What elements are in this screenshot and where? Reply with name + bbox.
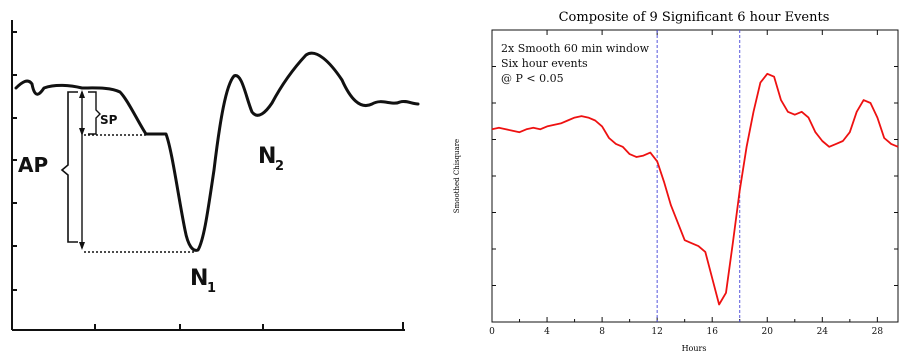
n1-subscript: 1 [207, 281, 216, 296]
x-tick-label-7: 28 [872, 327, 884, 337]
n2-subscript: 2 [275, 159, 284, 174]
x-tick-label-1: 4 [544, 327, 550, 337]
n2-label: N [258, 144, 276, 169]
series-group [491, 72, 899, 306]
x-tick-label-2: 8 [599, 327, 605, 337]
series-line-0 [491, 72, 899, 306]
right-chart-panel: Composite of 9 Significant 6 hour Events… [445, 0, 899, 357]
ap-label: AP [18, 153, 48, 177]
x-ticks: 0 4 8 12 16 20 24 28 [489, 30, 898, 337]
left-x-ticks [94, 322, 404, 330]
left-sketch-panel: AP SP N 1 N 2 [0, 0, 445, 357]
x-tick-label-6: 24 [817, 327, 829, 337]
event-vlines [656, 30, 741, 322]
left-y-ticks [12, 31, 17, 291]
ap-arrow-bottom [79, 242, 85, 250]
composite-chart: Composite of 9 Significant 6 hour Events… [453, 10, 899, 353]
sp-bracket [88, 91, 101, 135]
left-waveform [14, 51, 420, 252]
x-tick-label-4: 16 [706, 327, 718, 337]
annotation-line-2: Six hour events [501, 57, 588, 70]
x-tick-label-3: 12 [651, 327, 662, 337]
x-axis-label: Hours [682, 344, 707, 353]
sp-arrow-bottom [79, 128, 85, 136]
annotation-line-1: 2x Smooth 60 min window [501, 42, 650, 55]
ap-arrow-top [79, 90, 85, 98]
ap-bracket [60, 91, 78, 243]
chart-title: Composite of 9 Significant 6 hour Events [559, 10, 830, 25]
x-tick-label-0: 0 [489, 327, 495, 337]
y-axis-label: Smoothed Chisquare [453, 139, 461, 213]
n1-label: N [190, 266, 208, 291]
x-tick-label-5: 20 [762, 327, 774, 337]
annotation-line-3: @ P < 0.05 [501, 72, 564, 85]
left-sketch-svg: AP SP N 1 N 2 [11, 20, 420, 331]
sp-label: SP [100, 113, 118, 127]
